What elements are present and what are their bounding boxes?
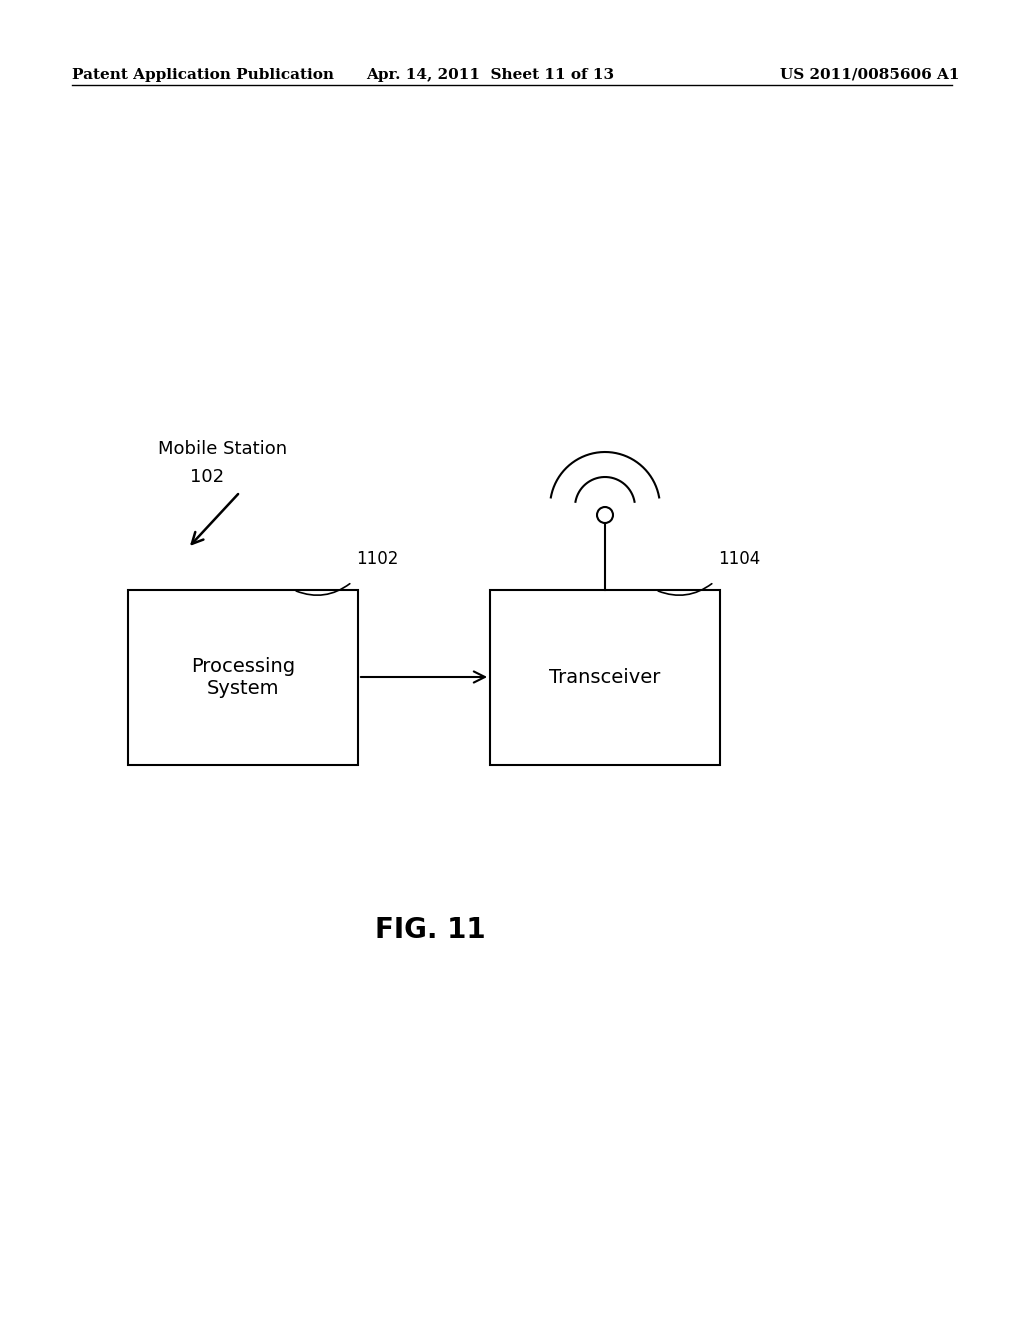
- Text: Patent Application Publication: Patent Application Publication: [72, 69, 334, 82]
- Text: 1104: 1104: [718, 550, 760, 568]
- Text: Transceiver: Transceiver: [549, 668, 660, 686]
- Text: 102: 102: [190, 469, 224, 486]
- Circle shape: [597, 507, 613, 523]
- Text: Processing
System: Processing System: [190, 657, 295, 698]
- Bar: [128, 590, 358, 766]
- Bar: [490, 590, 720, 766]
- Text: FIG. 11: FIG. 11: [375, 916, 485, 944]
- Text: 1102: 1102: [356, 550, 398, 568]
- Text: Mobile Station: Mobile Station: [158, 440, 287, 458]
- Text: Apr. 14, 2011  Sheet 11 of 13: Apr. 14, 2011 Sheet 11 of 13: [366, 69, 614, 82]
- Text: US 2011/0085606 A1: US 2011/0085606 A1: [780, 69, 961, 82]
